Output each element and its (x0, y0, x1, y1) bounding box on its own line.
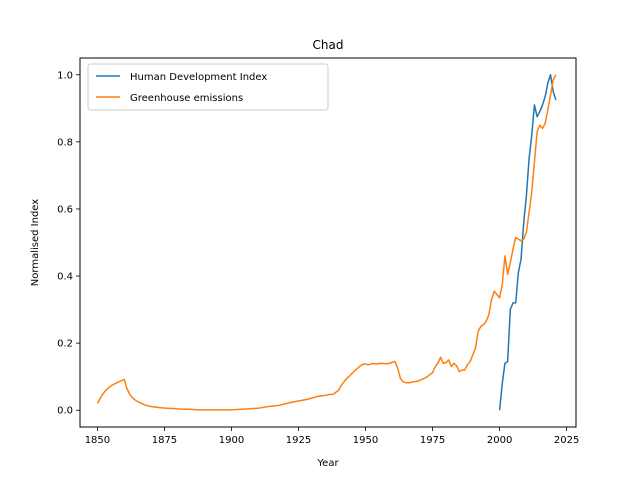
x-tick-label: 1950 (353, 435, 378, 446)
x-tick-label: 1925 (286, 435, 311, 446)
plot-frame (79, 57, 577, 428)
y-tick-label: 0.4 (57, 272, 73, 283)
x-tick-label: 1850 (85, 435, 110, 446)
series-line-emissions (96, 74, 557, 411)
y-tick-label: 0.8 (57, 137, 73, 148)
legend: Human Development Index Greenhouse emissi… (87, 63, 329, 111)
y-tick-label: 1.0 (57, 70, 73, 81)
legend-label: Human Development Index (130, 72, 267, 83)
x-tick-label: 2000 (487, 435, 512, 446)
legend-label: Greenhouse emissions (130, 93, 243, 104)
x-tick-label: 1875 (152, 435, 177, 446)
y-axis-label: Normalised Index (30, 199, 41, 286)
legend-box (87, 63, 329, 111)
x-tick-label: 1900 (219, 435, 244, 446)
chart-title: Chad (313, 38, 344, 52)
y-tick-label: 0.6 (57, 204, 73, 215)
y-tick-label: 0.2 (57, 339, 73, 350)
x-tick-label: 1975 (420, 435, 445, 446)
y-tick-label: 0.0 (57, 406, 73, 417)
series-line-hdi (498, 74, 557, 411)
ticks-layer: 1850 1875 1900 1925 1950 1975 2000 2025 0.0 0.2 0.… (57, 70, 579, 446)
x-tick-label: 2025 (554, 435, 579, 446)
x-axis-label: Year (316, 458, 339, 469)
series-layer (96, 74, 557, 411)
